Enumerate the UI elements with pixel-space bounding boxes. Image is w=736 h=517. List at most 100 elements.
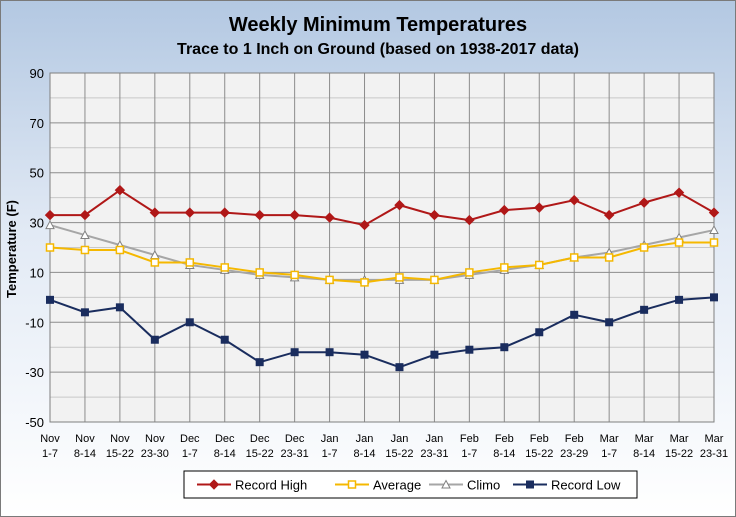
x-tick-label-month: Mar xyxy=(635,433,654,445)
x-tick-label-month: Jan xyxy=(426,433,444,445)
x-axis-ticks: Nov 1-7 Nov 8-14 Nov 15-22 Nov 23-30 Dec 1-7 Dec 8-… xyxy=(40,433,728,460)
data-point-average xyxy=(80,245,90,255)
x-tick-label-days: 23-31 xyxy=(700,448,728,460)
data-point-record-low xyxy=(395,363,404,372)
data-point-average xyxy=(150,258,160,267)
chart-title: Weekly Minimum Temperatures xyxy=(229,14,527,36)
data-point-climo xyxy=(45,220,55,230)
data-point-average xyxy=(45,243,55,252)
x-tick-label-days: 15-22 xyxy=(106,448,134,460)
chart-subtitle: Trace to 1 Inch on Ground (based on 1938… xyxy=(177,41,579,58)
data-point-average xyxy=(639,243,649,252)
data-point-record-high xyxy=(499,204,510,216)
legend: Record High Average Climo Record Low xyxy=(183,470,638,499)
data-point-climo xyxy=(709,224,719,235)
data-point-record-high xyxy=(708,207,720,218)
x-tick-label-month: Dec xyxy=(215,433,235,445)
data-point-average xyxy=(220,263,229,272)
data-point-average xyxy=(500,263,509,272)
x-tick-label-month: Jan xyxy=(356,433,374,445)
data-point-record-high xyxy=(289,209,300,221)
x-tick-label-month: Feb xyxy=(530,433,549,445)
data-point-record-high xyxy=(254,209,265,221)
series-line-record-high xyxy=(50,188,715,227)
data-point-record-high xyxy=(464,214,475,226)
data-point-record-high xyxy=(149,207,161,218)
legend-swatch-marker xyxy=(441,479,451,489)
data-point-record-low xyxy=(115,303,124,312)
y-tick-label: 70 xyxy=(30,116,44,131)
y-axis-label: Temperature (F) xyxy=(4,200,19,298)
x-tick-label-month: Jan xyxy=(391,433,409,445)
legend-item-climo: Climo xyxy=(429,478,500,493)
data-point-record-low xyxy=(185,318,194,327)
x-tick-label-days: 8-14 xyxy=(633,448,655,460)
data-point-record-high xyxy=(184,207,195,218)
y-tick-label: -50 xyxy=(25,415,44,430)
data-point-record-high xyxy=(79,209,91,221)
x-tick-label-month: Dec xyxy=(180,433,200,445)
data-point-record-low xyxy=(80,308,89,317)
data-point-record-high xyxy=(638,197,650,208)
y-tick-label: 30 xyxy=(30,216,44,231)
y-tick-label: 90 xyxy=(30,66,44,81)
x-tick-label-days: 23-31 xyxy=(420,448,448,460)
x-tick-label-days: 23-29 xyxy=(560,448,588,460)
data-point-record-low xyxy=(570,310,579,319)
x-tick-label-month: Mar xyxy=(705,433,724,445)
series-line-average xyxy=(49,241,714,284)
data-point-average xyxy=(569,253,579,262)
y-tick-label: 50 xyxy=(30,166,44,181)
x-tick-label-days: 8-14 xyxy=(354,448,376,460)
x-tick-label-month: Feb xyxy=(495,433,514,445)
x-tick-label-days: 15-22 xyxy=(665,448,693,460)
data-point-record-high xyxy=(603,209,615,221)
data-point-record-low xyxy=(220,335,229,344)
x-tick-label-days: 1-7 xyxy=(322,448,338,460)
legend-label: Average xyxy=(373,478,421,493)
x-tick-label-month: Mar xyxy=(600,433,619,445)
data-point-average xyxy=(709,238,719,247)
data-point-average xyxy=(674,238,684,247)
y-tick-label: -10 xyxy=(25,315,44,330)
y-axis-ticks: 90 70 50 30 10 -10 -30 -50 xyxy=(25,66,44,430)
data-point-average xyxy=(115,245,125,255)
data-point-record-low xyxy=(430,350,439,359)
data-point-record-high xyxy=(534,202,545,213)
legend-swatch-marker xyxy=(526,480,534,489)
data-point-record-low xyxy=(675,295,684,304)
data-point-average xyxy=(430,275,439,285)
data-point-record-low xyxy=(465,345,474,354)
data-point-record-low xyxy=(255,358,264,367)
data-point-record-high xyxy=(114,184,126,196)
x-tick-label-days: 15-22 xyxy=(385,448,413,460)
x-tick-label-days: 15-22 xyxy=(525,448,553,460)
x-tick-label-month: Nov xyxy=(145,433,165,445)
series-line-record-low xyxy=(49,296,715,369)
data-point-average xyxy=(255,268,264,277)
data-point-average xyxy=(325,275,334,285)
data-point-record-high xyxy=(673,187,685,198)
data-point-record-low xyxy=(46,295,54,304)
x-tick-label-month: Dec xyxy=(250,433,270,445)
series-average xyxy=(45,238,719,287)
x-tick-label-days: 1-7 xyxy=(461,448,477,460)
x-tick-label-days: 8-14 xyxy=(493,448,515,460)
data-point-record-high xyxy=(394,199,405,211)
y-tick-label: -30 xyxy=(25,365,44,380)
data-point-record-high xyxy=(44,209,56,221)
data-point-record-high xyxy=(569,194,580,206)
x-tick-label-days: 8-14 xyxy=(214,448,236,460)
data-point-record-low xyxy=(325,348,334,357)
x-tick-label-month: Nov xyxy=(75,433,95,445)
data-point-record-low xyxy=(535,328,544,337)
data-point-average xyxy=(290,270,299,280)
x-tick-label-days: 1-7 xyxy=(182,448,198,460)
x-tick-label-month: Feb xyxy=(460,433,479,445)
data-point-record-high xyxy=(324,212,335,223)
legend-item-record-high: Record High xyxy=(197,478,307,493)
data-point-record-low xyxy=(500,343,509,352)
legend-box xyxy=(183,470,638,499)
